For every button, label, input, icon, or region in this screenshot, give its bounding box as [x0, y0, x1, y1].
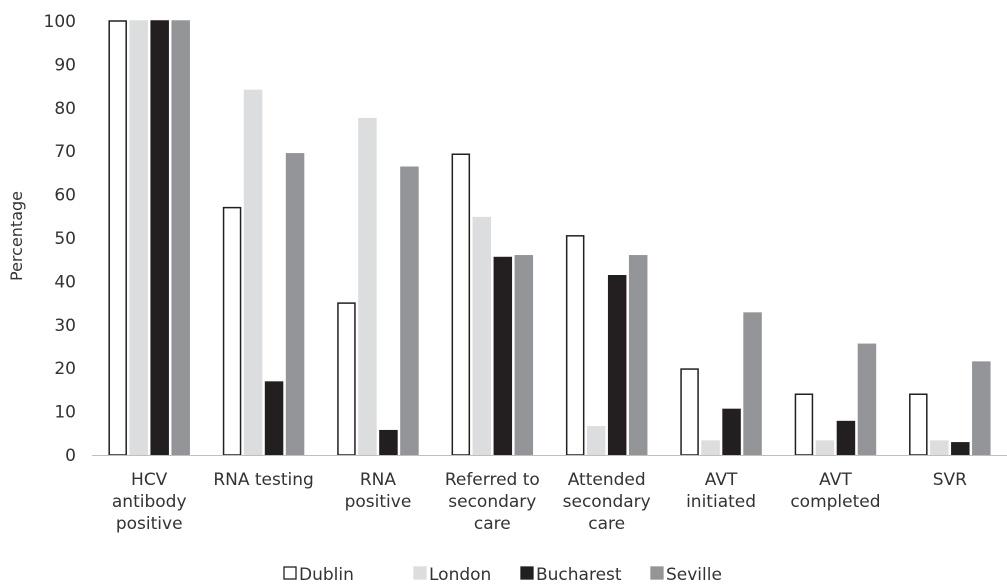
x-tick-label-line: initiated: [686, 492, 756, 512]
bar-seville: [514, 255, 534, 456]
bar-bucharest: [150, 20, 169, 456]
bar-bucharest: [951, 442, 970, 456]
legend: Dublin London Bucharest Seville: [283, 565, 722, 585]
x-tick-label-line: AVT: [705, 470, 738, 490]
bar-dublin: [108, 20, 127, 456]
x-tick-label: Referred to secondary care: [445, 470, 540, 534]
bar-london: [930, 440, 949, 456]
x-tick-label: RNA testing: [213, 470, 314, 490]
bar-bucharest: [607, 275, 627, 456]
bar-dublin: [337, 302, 356, 456]
x-tick-label-line: RNA: [360, 470, 397, 490]
bar-dublin: [451, 153, 471, 456]
x-tick-label: Attended secondary care: [563, 470, 651, 534]
y-tick-label: 80: [54, 99, 76, 119]
x-tick-label-line: secondary: [563, 492, 651, 512]
bar-bucharest: [493, 256, 513, 456]
bars: [108, 20, 991, 456]
bar-london: [358, 117, 377, 456]
legend-label-seville: Seville: [666, 565, 722, 585]
legend-swatch-dublin: [283, 566, 297, 580]
y-tick-label: 90: [54, 55, 76, 75]
bar-dublin: [565, 235, 585, 456]
legend-swatch-london: [413, 566, 427, 580]
bar-london: [472, 216, 492, 456]
x-tick-label-line: positive: [345, 492, 412, 512]
bar-london: [243, 89, 263, 456]
x-tick-label: AVT completed: [790, 470, 880, 512]
bar-seville: [743, 312, 762, 456]
bar-london: [815, 440, 835, 456]
x-tick-label-line: AVT: [819, 470, 852, 490]
legend-label-dublin: Dublin: [299, 565, 354, 585]
y-tick-label: 10: [54, 403, 76, 423]
y-tick-label: 40: [54, 272, 76, 292]
bar-dublin: [909, 393, 928, 456]
bar-bucharest: [722, 408, 741, 456]
bar-seville: [628, 255, 648, 456]
x-tick-label: SVR: [933, 470, 967, 490]
bar-dublin: [680, 368, 699, 456]
y-tick-label: 70: [54, 142, 76, 162]
y-tick-label: 20: [54, 359, 76, 379]
x-tick-label-line: SVR: [933, 470, 967, 490]
legend-label-bucharest: Bucharest: [536, 565, 622, 585]
x-tick-label-line: positive: [116, 514, 183, 534]
y-tick-label: 100: [44, 12, 76, 32]
x-tick-label-line: Referred to: [445, 470, 540, 490]
bar-dublin: [222, 206, 242, 456]
x-tick-label: RNA positive: [345, 470, 412, 512]
x-tick-label-line: care: [588, 514, 625, 534]
bar-dublin: [794, 393, 814, 456]
y-tick-label: 30: [54, 316, 76, 336]
bar-bucharest: [836, 420, 856, 456]
bar-london: [701, 440, 720, 456]
legend-label-london: London: [429, 565, 491, 585]
bar-seville: [972, 361, 991, 456]
bar-london: [586, 426, 606, 456]
bar-bucharest: [264, 381, 284, 456]
bar-seville: [171, 20, 190, 456]
x-tick-label-line: care: [474, 514, 511, 534]
bar-seville: [285, 153, 305, 456]
bar-london: [129, 20, 148, 456]
x-tick-label-line: Attended: [568, 470, 646, 490]
x-tick-label-line: HCV: [131, 470, 168, 490]
bar-seville: [857, 343, 877, 456]
x-tick-label-line: antibody: [112, 492, 187, 512]
y-axis-ticks: 0 10 20 30 40 50 60 70 80 90 100: [44, 12, 76, 466]
x-tick-label-line: secondary: [448, 492, 536, 512]
x-tick-label-line: completed: [790, 492, 880, 512]
y-tick-label: 50: [54, 229, 76, 249]
legend-swatch-bucharest: [520, 566, 534, 580]
y-axis-label: Percentage: [7, 191, 26, 281]
legend-swatch-seville: [650, 566, 664, 580]
y-tick-label: 0: [65, 446, 76, 466]
x-tick-label: HCV antibody positive: [112, 470, 187, 534]
bar-bucharest: [379, 429, 398, 456]
x-tick-label-line: RNA testing: [213, 470, 314, 490]
x-tick-label: AVT initiated: [686, 470, 756, 512]
bar-seville: [400, 166, 419, 456]
y-tick-label: 60: [54, 186, 76, 206]
